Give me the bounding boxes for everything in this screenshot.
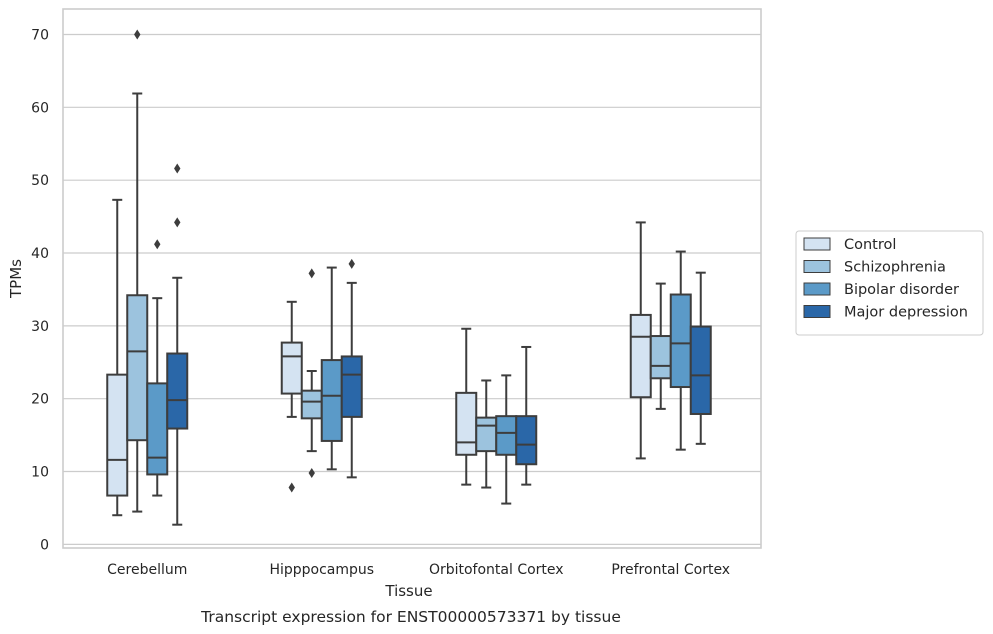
y-tick-label: 70 bbox=[31, 27, 49, 43]
y-tick-label: 20 bbox=[31, 392, 49, 408]
box-iqr bbox=[515, 415, 538, 466]
outlier-point bbox=[288, 482, 295, 493]
outlier-point bbox=[308, 268, 315, 279]
box-iqr bbox=[340, 355, 363, 418]
legend-entry-label: Control bbox=[844, 237, 896, 253]
outlier-point bbox=[134, 29, 141, 40]
plot-frame bbox=[62, 8, 762, 549]
box-iqr bbox=[495, 415, 518, 456]
y-tick-label: 50 bbox=[31, 173, 49, 189]
y-axis-label: TPMs bbox=[7, 259, 25, 299]
box-bipolar-disorder bbox=[495, 374, 518, 505]
chart-caption: Transcript expression for ENST0000057337… bbox=[200, 608, 621, 626]
legend-swatch bbox=[803, 260, 831, 273]
legend-entry-label: Bipolar disorder bbox=[844, 282, 959, 298]
legend-entry-label: Major depression bbox=[844, 305, 968, 321]
outlier-point bbox=[308, 467, 315, 478]
legend-swatch bbox=[803, 305, 831, 318]
y-tick-label: 0 bbox=[40, 537, 49, 553]
box-iqr bbox=[629, 313, 652, 399]
box-major-depression bbox=[340, 258, 363, 479]
outlier-point bbox=[348, 258, 355, 269]
outlier-point bbox=[174, 217, 181, 228]
outlier-point bbox=[174, 163, 181, 174]
box-iqr bbox=[166, 352, 189, 430]
legend-swatch bbox=[803, 282, 831, 296]
x-tick-label: Orbitofontal Cortex bbox=[429, 562, 564, 578]
box-schizophrenia bbox=[475, 379, 498, 489]
box-iqr bbox=[455, 391, 478, 456]
box-schizophrenia bbox=[300, 268, 323, 478]
box-control bbox=[629, 221, 652, 460]
box-major-depression bbox=[689, 271, 712, 445]
y-tick-label: 60 bbox=[31, 100, 49, 116]
box-iqr bbox=[320, 359, 343, 442]
boxes bbox=[106, 29, 712, 526]
box-control bbox=[280, 300, 303, 493]
legend-entry-label: Schizophrenia bbox=[844, 260, 946, 276]
box-iqr bbox=[689, 325, 712, 415]
x-tick-label: Cerebellum bbox=[107, 562, 187, 578]
y-tick-label: 30 bbox=[31, 319, 49, 335]
box-schizophrenia bbox=[649, 282, 672, 410]
box-iqr bbox=[475, 416, 498, 453]
x-tick-label: Hipppocampus bbox=[269, 562, 374, 578]
legend: Control Schizophrenia Bipolar disorder Majo… bbox=[795, 230, 984, 336]
box-major-depression bbox=[166, 163, 189, 526]
y-tick-label: 40 bbox=[31, 246, 49, 262]
box-control bbox=[106, 198, 129, 517]
y-tick-label: 10 bbox=[31, 465, 49, 481]
x-axis-label: Tissue bbox=[384, 582, 432, 600]
box-bipolar-disorder bbox=[320, 266, 343, 471]
legend-frame bbox=[795, 230, 984, 336]
x-tick-label: Prefrontal Cortex bbox=[611, 562, 730, 578]
box-iqr bbox=[106, 373, 129, 497]
box-bipolar-disorder bbox=[146, 239, 169, 497]
x-tick-labels: Cerebellum Hipppocampus Orbitofontal Corte… bbox=[107, 562, 730, 578]
box-major-depression bbox=[515, 345, 538, 486]
box-iqr bbox=[649, 335, 672, 380]
outlier-point bbox=[154, 239, 161, 250]
box-control bbox=[455, 327, 478, 486]
box-iqr bbox=[126, 294, 149, 442]
box-iqr bbox=[300, 389, 323, 420]
box-schizophrenia bbox=[126, 29, 149, 513]
box-iqr bbox=[146, 382, 169, 476]
y-tick-labels: 0 10 20 30 40 50 60 70 bbox=[31, 27, 49, 553]
box-bipolar-disorder bbox=[669, 250, 692, 451]
box-iqr bbox=[669, 293, 692, 389]
box-iqr bbox=[280, 341, 303, 395]
legend-swatch bbox=[803, 237, 831, 251]
